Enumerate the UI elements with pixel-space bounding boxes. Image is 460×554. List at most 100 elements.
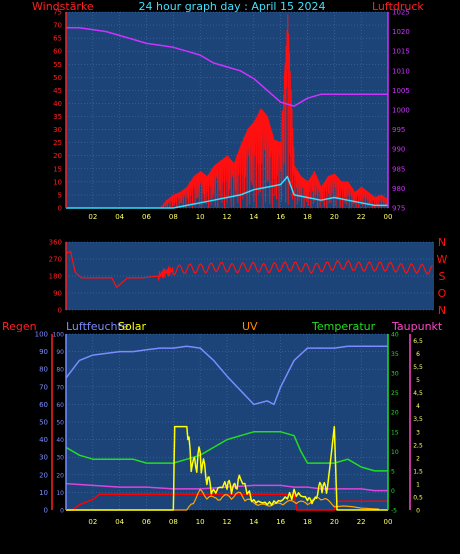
temperature-tick-label: 25 — [391, 390, 399, 397]
humidity-tick-label: 0 — [60, 508, 64, 515]
dewpoint-tick-label: 0,5 — [413, 494, 423, 501]
wind-tick-label: 70 — [53, 22, 62, 30]
pressure-tick-label: 985 — [392, 165, 405, 173]
wind-pressure-panel: 0510152025303540455055606570759759809859… — [53, 9, 410, 222]
pressure-axis-label: Luftdruck — [372, 0, 424, 13]
wind-tick-label: 55 — [53, 61, 62, 69]
dewpoint-tick-label: 3,5 — [413, 416, 423, 423]
temperature-tick-label: 40 — [391, 332, 399, 339]
x-tick-label: 08 — [169, 518, 178, 526]
compass-label: S — [439, 270, 446, 283]
wind-tick-label: 5 — [58, 191, 62, 199]
humidity-tick-label: 70 — [56, 384, 64, 391]
dewpoint-tick-label: 5 — [416, 377, 420, 384]
rain-tick-label: 100 — [35, 331, 48, 339]
wind-tick-label: 40 — [53, 100, 62, 108]
x-tick-label: 12 — [223, 518, 232, 526]
humidity-tick-label: 20 — [56, 472, 64, 479]
x-tick-label: 14 — [249, 213, 258, 221]
pressure-tick-label: 1015 — [392, 48, 410, 56]
x-tick-label: 12 — [223, 213, 232, 221]
temperature-tick-label: 35 — [391, 351, 399, 358]
humidity-series — [65, 345, 388, 406]
x-tick-label: 02 — [88, 518, 97, 526]
x-tick-label: 10 — [196, 518, 205, 526]
dewpoint-tick-label: 2 — [416, 455, 420, 462]
wind-tick-label: 10 — [53, 178, 62, 186]
humidity-axis-label: Luftfeuchte — [66, 320, 129, 333]
x-tick-label: 18 — [303, 213, 312, 221]
wind-axis-label: Windstärke — [32, 0, 94, 13]
dewpoint-tick-label: 1 — [416, 481, 420, 488]
wind-pressure-series — [66, 14, 389, 209]
x-tick-label: 16 — [276, 518, 285, 526]
compass-label: N — [438, 236, 446, 249]
pressure-tick-label: 1005 — [392, 87, 410, 95]
weather-series — [65, 345, 388, 511]
pressure-tick-label: 990 — [392, 146, 405, 154]
rain-tick-label: 50 — [39, 419, 48, 427]
pressure-tick-label: 980 — [392, 185, 405, 193]
pressure-series — [66, 26, 388, 107]
pressure-tick-label: 975 — [392, 205, 405, 213]
x-tick-label: 04 — [115, 213, 124, 221]
rain-tick-label: 40 — [39, 436, 48, 444]
solar-axis-label: Solar — [118, 320, 147, 333]
wind-tick-label: 75 — [53, 9, 62, 17]
pressure-tick-label: 1020 — [392, 28, 410, 36]
compass-label: O — [438, 287, 447, 300]
compass-label: W — [437, 253, 448, 266]
rain-tick-label: 70 — [39, 383, 48, 391]
weather-ticks: 0102030405060708090100010203040506070809… — [35, 331, 423, 527]
humidity-tick-label: 90 — [56, 349, 64, 356]
x-tick-label: 00 — [384, 518, 393, 526]
dewpoint-tick-label: 6,5 — [413, 338, 423, 345]
humidity-tick-label: 60 — [56, 402, 64, 409]
dewpoint-tick-label: 1,5 — [413, 468, 423, 475]
temperature-axis-label: Temperatur — [311, 320, 376, 333]
rain-axis-label: Regen — [2, 320, 37, 333]
wind-tick-label: 0 — [58, 205, 62, 213]
temperature-tick-label: 10 — [391, 449, 399, 456]
rain-tick-label: 60 — [39, 401, 48, 409]
temperature-series — [65, 431, 388, 472]
rain-tick-label: 30 — [39, 454, 48, 462]
x-tick-label: 22 — [357, 213, 366, 221]
dewpoint-tick-label: 2,5 — [413, 442, 423, 449]
x-tick-label: 20 — [330, 518, 339, 526]
rain-tick-label: 90 — [39, 348, 48, 356]
wind-tick-label: 65 — [53, 35, 62, 43]
temperature-tick-label: -5 — [391, 508, 397, 515]
wind-tick-label: 45 — [53, 87, 62, 95]
x-tick-label: 06 — [142, 213, 151, 221]
wind-tick-label: 50 — [53, 74, 62, 82]
dewpoint-tick-label: 5,5 — [413, 364, 423, 371]
humidity-tick-label: 10 — [56, 490, 64, 497]
direction-tick-label: 360 — [49, 239, 62, 247]
x-tick-label: 04 — [115, 518, 124, 526]
x-tick-label: 00 — [384, 213, 393, 221]
temperature-tick-label: 0 — [391, 488, 395, 495]
rain-tick-label: 20 — [39, 471, 48, 479]
dewpoint-axis-label: Taupunkt — [391, 320, 443, 333]
temperature-tick-label: 20 — [391, 410, 399, 417]
solar-series — [66, 425, 388, 511]
pressure-tick-label: 1025 — [392, 9, 410, 17]
humidity-tick-label: 40 — [56, 437, 64, 444]
humidity-tick-label: 80 — [56, 367, 64, 374]
humidity-tick-label: 50 — [56, 420, 64, 427]
dewpoint-tick-label: 4,5 — [413, 390, 423, 397]
wind-tick-label: 15 — [53, 165, 62, 173]
x-tick-label: 22 — [357, 518, 366, 526]
temperature-tick-label: 15 — [391, 429, 399, 436]
wind-tick-label: 25 — [53, 139, 62, 147]
chart-title: 24 hour graph day : April 15 2024 — [139, 0, 326, 13]
wind-direction-series — [65, 250, 433, 288]
wind-tick-label: 35 — [53, 113, 62, 121]
weather-panel: 0102030405060708090100010203040506070809… — [35, 331, 423, 527]
wind-pressure-ticks: 0510152025303540455055606570759759809859… — [53, 9, 410, 222]
temperature-tick-label: 5 — [391, 468, 395, 475]
wind-direction-grid — [66, 241, 434, 311]
rain-tick-label: 0 — [44, 507, 48, 515]
